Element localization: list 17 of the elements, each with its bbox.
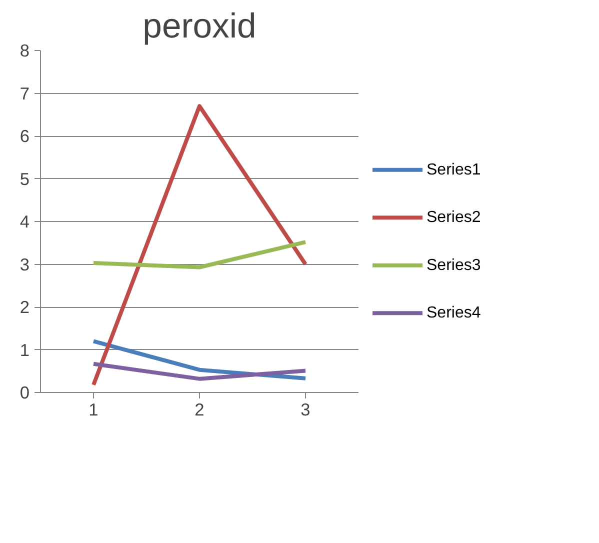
chart-title: peroxid <box>142 8 256 46</box>
y-tick-label: 3 <box>20 254 30 274</box>
x-tick-label: 1 <box>88 400 98 420</box>
y-tick-label: 7 <box>20 83 30 104</box>
y-tick-label: 6 <box>20 126 30 146</box>
y-tick-label: 1 <box>20 340 30 360</box>
y-tick-label: 2 <box>20 297 30 317</box>
y-tick-label: 8 <box>20 40 30 60</box>
legend-label: Series1 <box>426 161 481 178</box>
x-tick-label: 2 <box>194 400 204 420</box>
legend-label: Series4 <box>426 304 481 322</box>
y-tick-label: 4 <box>20 212 30 232</box>
y-tick-label: 5 <box>20 168 30 189</box>
legend-label: Series3 <box>426 256 481 274</box>
y-tick-label: 0 <box>20 382 30 402</box>
x-tick-label: 3 <box>300 400 310 420</box>
legend-label: Series2 <box>426 209 481 226</box>
